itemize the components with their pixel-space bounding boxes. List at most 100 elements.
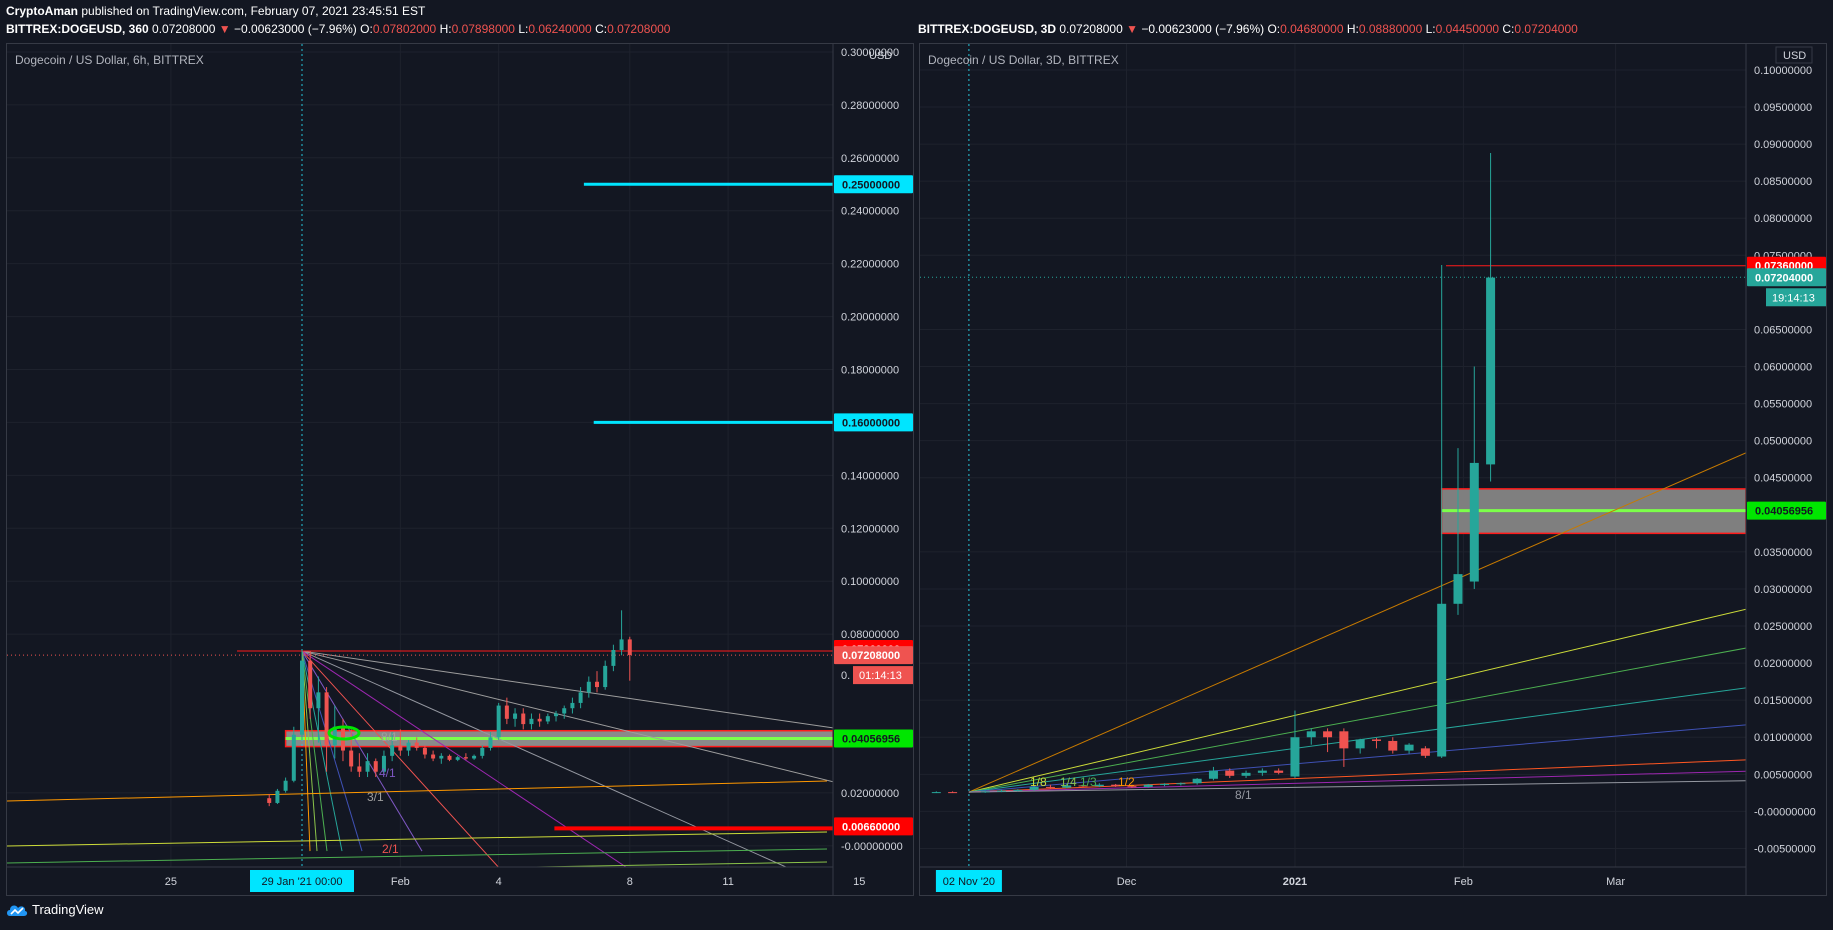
- y-tick-label: 0.02000000: [1754, 658, 1812, 670]
- legend-low-label: L:: [518, 22, 529, 36]
- x-tick-label: Feb: [1454, 876, 1473, 888]
- legend-open: 0.07802000: [372, 22, 437, 36]
- price-tag-label: 0.04056956: [842, 733, 900, 745]
- candle-body: [463, 757, 468, 759]
- gann-fan-line: [968, 452, 1746, 793]
- y-tick-label: 0.02500000: [1754, 621, 1812, 633]
- gann-label: 1/4: [1060, 775, 1077, 789]
- candle-body: [1257, 770, 1267, 773]
- gann-fan-line: [301, 650, 788, 867]
- chart-title: Dogecoin / US Dollar, 3D, BITTREX: [928, 53, 1119, 67]
- candle-body: [381, 755, 386, 772]
- x-tick-label: 2021: [1283, 876, 1307, 888]
- crosshair-time-label: 29 Jan '21 00:00: [261, 876, 342, 888]
- candle-body: [332, 726, 337, 746]
- candle-body: [1241, 772, 1251, 776]
- candle-body: [1323, 731, 1333, 738]
- x-tick-label: Feb: [391, 876, 410, 888]
- gann-fan-line: [301, 650, 423, 852]
- plot-area[interactable]: 1/8 1/4 1/3 1/2 8/1: [920, 44, 1789, 867]
- y-tick-label: -0.00000000: [841, 841, 903, 853]
- y-tick-label: 0.01000000: [1754, 732, 1812, 744]
- chart-panel-3d[interactable]: 1/8 1/4 1/3 1/2 8/1 USD 0.10000000 0.09500000 0.…: [919, 43, 1827, 896]
- candle-body: [1094, 784, 1104, 787]
- gann-label: 1/2: [1118, 775, 1135, 789]
- legend-close: 0.07204000: [1514, 22, 1578, 36]
- gann-label: 4/1: [379, 766, 396, 780]
- legend-right: BITTREX:DOGEUSD, 3D 0.07208000 ▼ −0.0062…: [918, 22, 1578, 36]
- legend-change: −0.00623000 (−7.96%): [234, 22, 357, 36]
- candle-body: [1469, 462, 1479, 582]
- x-tick-label: 15: [853, 876, 865, 888]
- countdown-label: 19:14:13: [1772, 292, 1815, 304]
- crosshair-time-tag: [935, 870, 1002, 892]
- down-arrow-icon: ▼: [218, 22, 231, 36]
- candle-body: [521, 713, 526, 725]
- legend-low-label: L:: [1425, 22, 1436, 36]
- candle-body: [1013, 789, 1023, 791]
- x-tick-label: 4: [496, 876, 502, 888]
- candle-body: [1355, 739, 1365, 749]
- candle-body: [513, 713, 518, 719]
- crosshair-time-label: 02 Nov '20: [943, 876, 995, 888]
- price-tag-label: 0.07204000: [1755, 272, 1813, 284]
- y-tick-label: 0.: [841, 670, 850, 682]
- candle-body: [496, 705, 501, 738]
- x-tick-label: Mar: [1606, 876, 1625, 888]
- candle-body: [980, 791, 990, 793]
- candle-body: [275, 790, 280, 803]
- price-tag: [1747, 501, 1826, 520]
- y-tick-label: 0.12000000: [841, 523, 899, 535]
- y-tick-label: 0.06000000: [1754, 362, 1812, 374]
- candle-body: [316, 692, 321, 709]
- gann-fan-line: [968, 780, 1746, 793]
- gann-fan-line: [301, 650, 627, 867]
- publisher-author[interactable]: CryptoAman: [6, 4, 79, 18]
- gann-fan-line: [968, 687, 1746, 793]
- y-tick-label: -0.00000000: [1754, 806, 1816, 818]
- candle-body: [1192, 778, 1202, 784]
- candle-body: [390, 745, 395, 756]
- legend-last: 0.07208000: [152, 22, 216, 36]
- candle-body: [931, 792, 941, 794]
- candle-body: [1160, 783, 1170, 785]
- plot-area[interactable]: 8/1 4/1 3/1 2/1: [7, 44, 914, 896]
- tradingview-logo[interactable]: TradingView: [6, 902, 104, 917]
- y-tick-label: 0.18000000: [841, 364, 899, 376]
- legend-open: 0.04680000: [1280, 22, 1344, 36]
- gann-label: 8/1: [1235, 788, 1252, 802]
- cloud-logo-icon: [7, 905, 28, 916]
- legend-symbol: BITTREX:DOGEUSD, 360: [6, 22, 149, 36]
- y-tick-label: 0.09000000: [1754, 139, 1812, 151]
- candle-body: [1388, 740, 1398, 751]
- x-tick-label: 25: [165, 876, 177, 888]
- y-tick-label: 0.01500000: [1754, 695, 1812, 707]
- candle-body: [455, 757, 460, 760]
- candle-body: [431, 754, 436, 759]
- candle-body: [997, 790, 1007, 792]
- candle-body: [439, 755, 444, 759]
- candle-body: [554, 713, 559, 717]
- gann-fan-line: [301, 650, 833, 783]
- y-tick-label: 0.06500000: [1754, 324, 1812, 336]
- candle-body: [422, 747, 427, 755]
- legend-open-label: O:: [1267, 22, 1281, 36]
- legend-left: BITTREX:DOGEUSD, 360 0.07208000 ▼ −0.006…: [6, 22, 670, 36]
- gann-fan-line: [968, 647, 1746, 793]
- candle-body: [308, 660, 313, 709]
- candle-body: [406, 742, 411, 751]
- price-tag: [1747, 268, 1826, 287]
- gann-fan-line: [968, 759, 1746, 793]
- legend-symbol: BITTREX:DOGEUSD, 3D: [918, 22, 1057, 36]
- y-tick-label: 0.05000000: [1754, 436, 1812, 448]
- y-tick-label: 0.08500000: [1754, 176, 1812, 188]
- chart-canvas-3d[interactable]: 1/8 1/4 1/3 1/2 8/1 USD 0.10000000 0.09500000 0.…: [920, 44, 1827, 896]
- candle-body: [480, 747, 485, 756]
- candle-body: [537, 718, 542, 722]
- y-tick-label: 0.09500000: [1754, 102, 1812, 114]
- price-tag: [834, 646, 913, 665]
- chart-panel-6h[interactable]: 8/1 4/1 3/1 2/1 USD 0.30000000 0.28000000 0.260…: [6, 43, 914, 896]
- y-tick-label: 0.28000000: [841, 100, 899, 112]
- x-tick-label: Dec: [1117, 876, 1137, 888]
